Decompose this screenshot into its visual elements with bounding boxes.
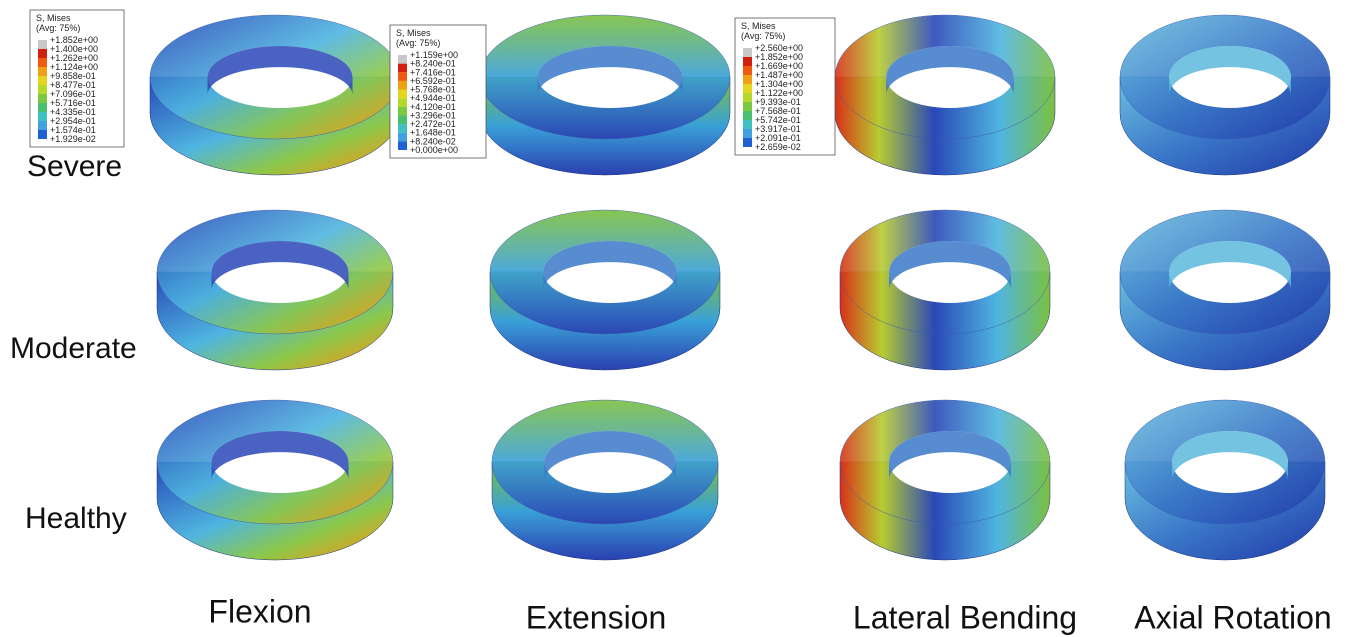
legend-swatch <box>38 121 47 130</box>
color-legend: S, Mises(Avg: 75%)+2.560e+00+1.852e+00+1… <box>735 18 835 155</box>
disc-model <box>1120 210 1330 370</box>
legend-swatch <box>743 138 752 147</box>
legend-swatch <box>398 98 407 107</box>
legend-swatch <box>38 58 47 67</box>
legend-title: S, Mises <box>36 13 71 23</box>
color-legend: S, Mises(Avg: 75%)+1.852e+00+1.400e+00+1… <box>30 10 124 147</box>
legend-swatch <box>743 75 752 84</box>
legend-swatch <box>398 115 407 124</box>
legend-swatch <box>743 111 752 120</box>
row-label: Severe <box>27 150 122 183</box>
legend-swatch <box>398 133 407 142</box>
legend-swatch <box>743 129 752 138</box>
legend-swatch <box>38 130 47 139</box>
legend-swatch <box>38 49 47 58</box>
legend-swatch <box>38 85 47 94</box>
legend-swatch <box>743 120 752 129</box>
legend-swatch <box>38 76 47 85</box>
disc-model <box>490 210 720 370</box>
legend-swatch <box>398 141 407 150</box>
column-label: Flexion <box>208 593 311 629</box>
legend-subtitle: (Avg: 75%) <box>396 38 440 48</box>
disc-model <box>157 400 393 560</box>
legend-swatch <box>743 102 752 111</box>
disc-model <box>480 15 730 175</box>
legend-value: +1.929e-02 <box>50 134 96 144</box>
legend-title: S, Mises <box>396 28 431 38</box>
legend-swatch <box>743 57 752 66</box>
column-label: Lateral Bending <box>853 599 1077 635</box>
column-label: Axial Rotation <box>1134 599 1331 635</box>
legend-swatch <box>743 84 752 93</box>
legend-value: +0.000e+00 <box>410 145 458 155</box>
legend-swatch <box>398 124 407 133</box>
legend-swatch <box>398 64 407 73</box>
disc-model <box>157 210 393 370</box>
legend-swatch <box>38 67 47 76</box>
disc-model <box>840 400 1050 560</box>
disc-model <box>840 210 1050 370</box>
disc-model <box>492 400 718 560</box>
legend-swatch <box>398 55 407 64</box>
disc-model <box>150 15 400 175</box>
figure: S, Mises(Avg: 75%)+1.852e+00+1.400e+00+1… <box>0 0 1347 637</box>
legend-value: +2.659e-02 <box>755 142 801 152</box>
row-label: Moderate <box>10 332 137 365</box>
legend-swatch <box>743 93 752 102</box>
legend-swatch <box>38 112 47 121</box>
legend-swatch <box>38 94 47 103</box>
row-label: Healthy <box>25 502 127 535</box>
legend-subtitle: (Avg: 75%) <box>741 31 785 41</box>
legend-title: S, Mises <box>741 21 776 31</box>
color-legend: S, Mises(Avg: 75%)+1.159e+00+8.240e-01+7… <box>390 25 486 158</box>
disc-model <box>1120 15 1330 175</box>
column-label: Extension <box>526 599 667 635</box>
disc-model <box>1125 400 1325 560</box>
legend-swatch <box>398 107 407 116</box>
disc-model <box>835 15 1055 175</box>
legend-swatch <box>743 48 752 57</box>
legend-swatch <box>398 81 407 90</box>
legend-swatch <box>398 72 407 81</box>
legend-swatch <box>743 66 752 75</box>
legend-swatch <box>398 90 407 99</box>
legend-swatch <box>38 103 47 112</box>
legend-swatch <box>38 40 47 49</box>
legend-subtitle: (Avg: 75%) <box>36 23 80 33</box>
